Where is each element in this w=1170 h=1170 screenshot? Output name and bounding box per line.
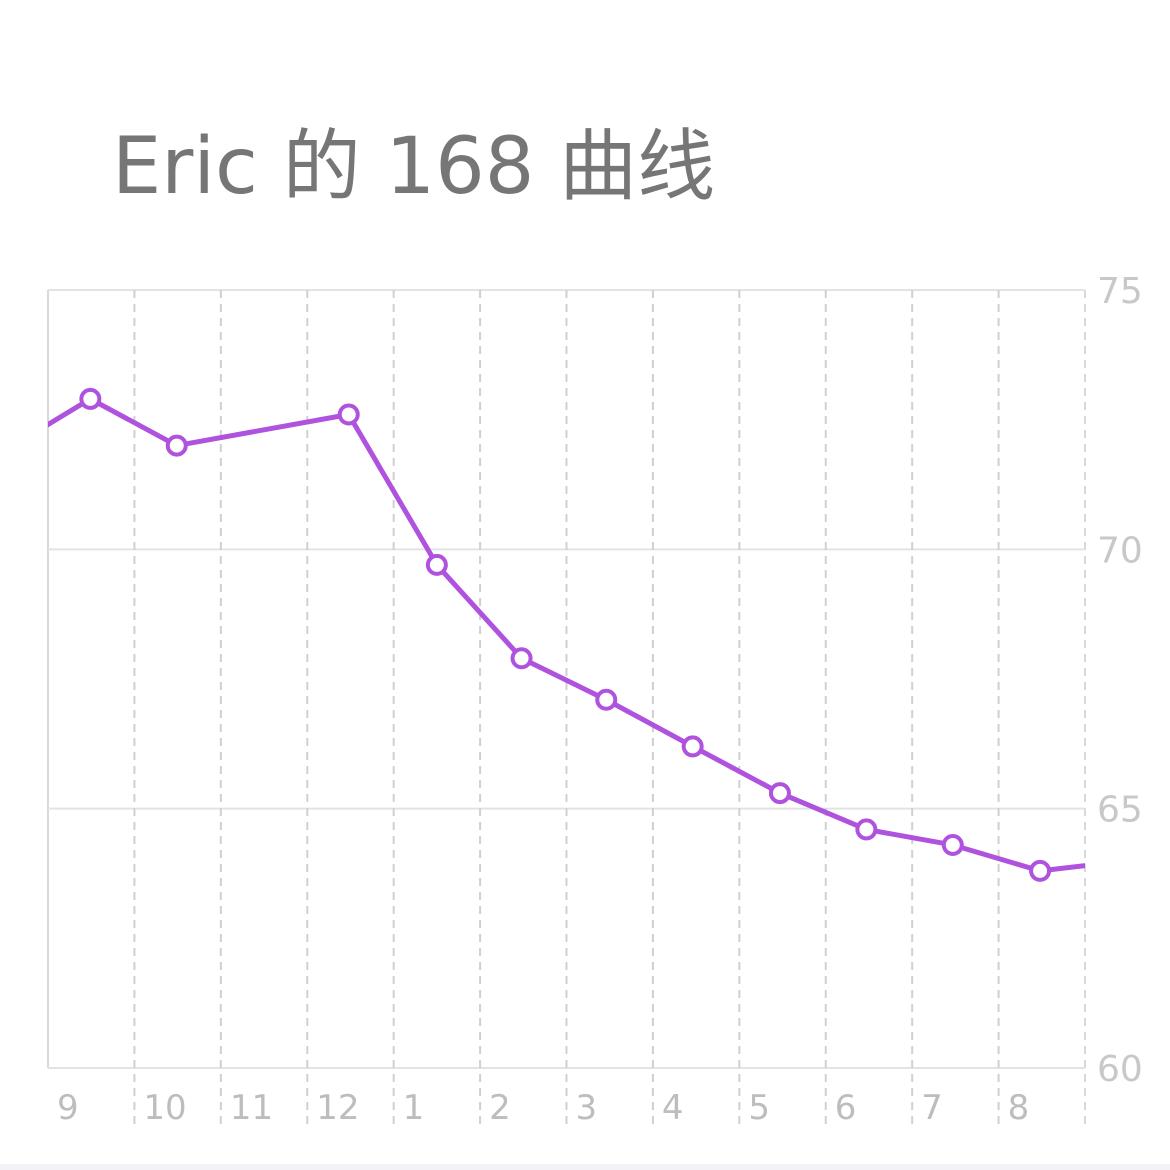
chart-title: Eric 的 168 曲线 xyxy=(112,122,715,212)
x-tick-label: 10 xyxy=(143,1088,186,1128)
point-marker xyxy=(337,403,360,426)
point-marker xyxy=(0,442,14,460)
point-marker xyxy=(855,818,878,841)
x-tick-label: 7 xyxy=(921,1088,943,1128)
y-tick-label: 60 xyxy=(1097,1049,1143,1090)
x-tick-label: 12 xyxy=(316,1088,359,1128)
x-tick-label: 8 xyxy=(1008,1088,1030,1128)
x-tick-label: 9 xyxy=(57,1088,79,1128)
x-tick-label: 1 xyxy=(403,1088,425,1128)
bottom-strip xyxy=(0,1164,1170,1170)
x-tick-label: 4 xyxy=(662,1088,684,1128)
point-marker xyxy=(165,434,188,457)
point-marker xyxy=(1119,852,1137,870)
y-tick-label: 75 xyxy=(1097,271,1143,312)
point-marker xyxy=(1029,859,1052,882)
x-tick-label: 5 xyxy=(748,1088,770,1128)
y-tick-label: 70 xyxy=(1097,530,1143,571)
y-tick-label: 65 xyxy=(1097,790,1143,831)
point-marker xyxy=(941,833,964,856)
point-marker xyxy=(510,647,533,670)
point-marker xyxy=(595,688,618,711)
point-marker xyxy=(768,782,791,805)
x-tick-label: 3 xyxy=(576,1088,598,1128)
point-marker xyxy=(681,735,704,758)
x-tick-label: 6 xyxy=(835,1088,857,1128)
x-tick-label: 11 xyxy=(230,1088,273,1128)
point-marker xyxy=(79,387,102,410)
plot-area xyxy=(0,387,1137,882)
point-marker xyxy=(425,553,448,576)
x-tick-label: 2 xyxy=(489,1088,511,1128)
